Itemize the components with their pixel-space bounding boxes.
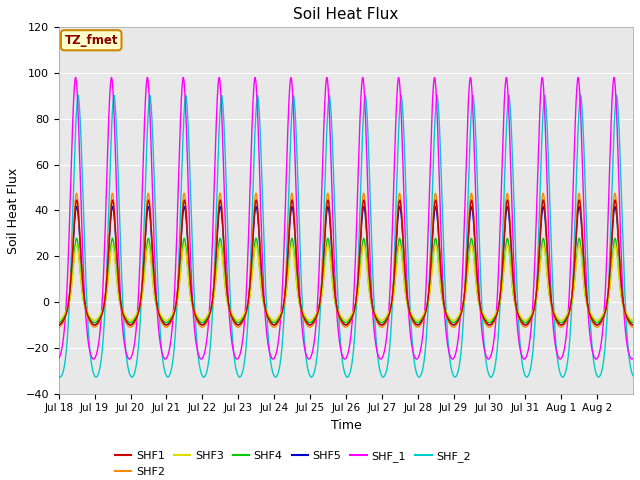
SHF4 [172, 302, 180, 308]
SHF1 [173, 298, 180, 304]
Text: TZ_fmet: TZ_fmet [65, 34, 118, 47]
SHF_2 [55, 373, 63, 379]
SHF2 [55, 324, 63, 330]
SHF3 [508, 272, 515, 278]
SHF4 [623, 312, 631, 318]
SHF_1 [72, 74, 79, 80]
SHF5 [522, 322, 529, 328]
SHF5 [55, 322, 63, 328]
SHF5 [623, 314, 631, 320]
SHF5 [420, 314, 428, 320]
SHF5 [542, 223, 550, 229]
SHF5 [504, 204, 511, 209]
SHF_2 [56, 374, 64, 380]
SHF_1 [55, 356, 63, 361]
SHF3 [542, 256, 550, 262]
SHF1 [73, 197, 81, 203]
SHF1 [420, 315, 428, 321]
SHF1 [470, 226, 478, 232]
Line: SHF_1: SHF_1 [59, 77, 633, 359]
SHF5 [172, 299, 180, 305]
SHF1 [507, 239, 515, 245]
Y-axis label: Soil Heat Flux: Soil Heat Flux [7, 168, 20, 253]
SHF3 [420, 311, 428, 316]
Line: SHF_2: SHF_2 [59, 96, 633, 377]
Line: SHF3: SHF3 [59, 245, 633, 320]
SHF5 [470, 228, 478, 234]
Title: Soil Heat Flux: Soil Heat Flux [293, 7, 399, 22]
SHF2 [73, 191, 81, 196]
SHF2 [629, 324, 637, 330]
SHF4 [629, 320, 637, 325]
SHF1 [623, 314, 630, 320]
X-axis label: Time: Time [330, 419, 361, 432]
SHF3 [172, 302, 180, 308]
SHF_2 [629, 373, 637, 379]
Line: SHF2: SHF2 [59, 193, 633, 327]
Line: SHF4: SHF4 [59, 239, 633, 323]
SHF3 [396, 242, 403, 248]
SHF_1 [623, 340, 630, 346]
SHF2 [541, 212, 549, 218]
SHF4 [270, 320, 278, 325]
SHF2 [470, 225, 478, 230]
SHF_1 [420, 322, 428, 327]
SHF_2 [470, 105, 478, 110]
SHF4 [542, 252, 550, 258]
SHF2 [623, 316, 630, 322]
SHF1 [55, 322, 63, 328]
Legend: SHF1, SHF2, SHF3, SHF4, SHF5, SHF_1, SHF_2: SHF1, SHF2, SHF3, SHF4, SHF5, SHF_1, SHF… [110, 447, 475, 480]
SHF_2 [420, 360, 428, 366]
SHF2 [629, 324, 637, 330]
SHF5 [629, 322, 637, 328]
SHF4 [288, 236, 296, 241]
SHF_1 [470, 149, 478, 155]
SHF1 [629, 322, 637, 328]
SHF_1 [629, 356, 637, 361]
SHF_1 [541, 128, 549, 134]
Line: SHF5: SHF5 [59, 206, 633, 325]
SHF2 [507, 239, 515, 244]
SHF4 [420, 312, 428, 318]
SHF_2 [612, 93, 620, 98]
SHF_1 [173, 240, 180, 246]
SHF3 [470, 264, 478, 270]
SHF_2 [623, 330, 631, 336]
SHF_2 [173, 311, 180, 317]
SHF2 [173, 297, 180, 303]
SHF5 [507, 243, 515, 249]
SHF_2 [541, 96, 549, 102]
SHF2 [420, 316, 428, 322]
SHF_1 [507, 173, 515, 179]
SHF4 [508, 269, 515, 275]
SHF3 [55, 317, 63, 323]
SHF1 [541, 215, 549, 220]
SHF3 [623, 311, 631, 317]
SHF3 [629, 317, 637, 323]
Line: SHF1: SHF1 [59, 200, 633, 325]
SHF_1 [628, 356, 636, 362]
SHF4 [470, 260, 478, 266]
SHF4 [55, 320, 63, 325]
SHF_2 [507, 118, 515, 123]
SHF3 [414, 317, 422, 323]
